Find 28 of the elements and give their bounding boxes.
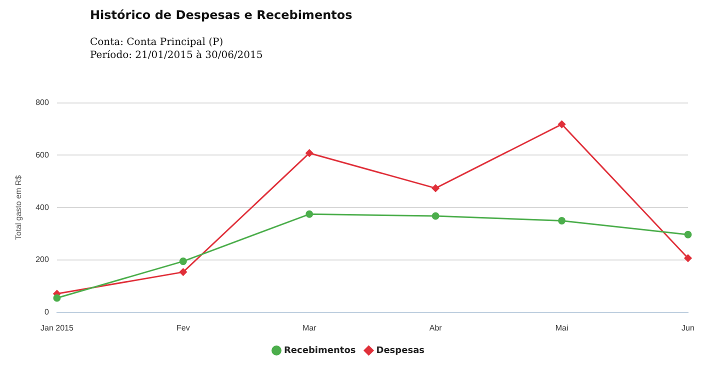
x-tick-label: Fev: [176, 323, 190, 332]
point: [432, 184, 440, 192]
point: [558, 216, 566, 224]
y-tick-label: 200: [36, 255, 50, 264]
legend-label: Despesas: [376, 346, 424, 356]
chart-title: Histórico de Despesas e Recebimentos: [90, 8, 352, 22]
y-tick-label: 400: [36, 202, 50, 212]
point: [179, 268, 187, 276]
x-tick-label: Jan 2015: [40, 323, 74, 332]
point: [179, 258, 187, 266]
y-tick-label: 0: [44, 308, 50, 317]
text: Período: 21/01/2015 à 30/06/2015: [90, 49, 264, 62]
point: [558, 120, 566, 128]
point: [684, 254, 692, 262]
legend-label: Recebimentos: [284, 346, 356, 356]
point: [432, 212, 440, 220]
point: [53, 294, 61, 302]
y-tick-label: 600: [36, 150, 50, 160]
x-tick-label: Jun: [682, 323, 694, 332]
point: [306, 149, 314, 157]
point: [306, 210, 314, 218]
x-tick-label: Mar: [302, 323, 317, 332]
y-tick-label: 800: [36, 98, 50, 108]
x-tick-label: Abr: [429, 323, 442, 332]
y-axis-title: Total gasto em R$: [14, 174, 24, 240]
point: [684, 230, 692, 238]
x-tick-label: Mai: [555, 323, 568, 332]
text: Conta: Conta Principal (P): [90, 36, 224, 49]
